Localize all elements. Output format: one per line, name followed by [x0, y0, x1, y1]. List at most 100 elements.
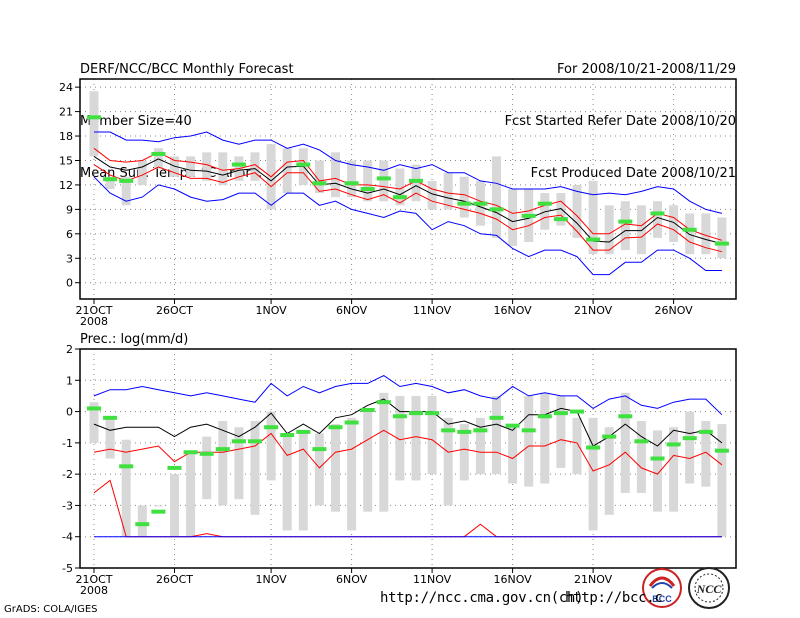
precip-observed-mark — [231, 439, 246, 444]
precip-box — [105, 417, 115, 459]
temp-ytick-label: 18 — [59, 130, 73, 143]
precip-observed-mark — [328, 425, 343, 430]
temp-box — [685, 213, 695, 255]
bcc-logo: BCC — [640, 566, 684, 610]
temp-xtick-label: 16NOV — [493, 304, 532, 317]
temp-observed-mark — [521, 213, 536, 218]
precip-frame — [79, 348, 737, 569]
temp-box — [202, 152, 212, 181]
precip-observed-mark — [505, 423, 520, 428]
precip-box — [137, 505, 147, 537]
temp-box — [331, 152, 340, 198]
bcc-logo-text: BCC — [652, 594, 672, 604]
temp-ytick-label: 21 — [59, 106, 73, 119]
bcc-url-link[interactable]: http://bcc.c — [565, 590, 663, 606]
temp-box — [347, 160, 357, 198]
precip-observed-mark — [135, 522, 150, 527]
temp-observed-mark — [392, 195, 407, 200]
precip-series-upper — [93, 429, 723, 475]
temp-observed-mark — [714, 241, 729, 246]
precip-box — [363, 411, 373, 512]
precip-observed-mark — [682, 436, 697, 441]
precip-box — [588, 417, 598, 531]
precip-box — [89, 402, 99, 443]
precip-observed-mark — [392, 414, 407, 419]
temp-ytick-label: 0 — [66, 277, 73, 290]
precip-observed-mark — [409, 411, 423, 416]
temp-series-mean — [93, 155, 723, 245]
precip-observed-mark — [698, 429, 713, 434]
precip-xtick-label: 6NOV — [336, 573, 368, 586]
temp-box — [121, 176, 131, 206]
precip-box — [331, 424, 340, 512]
precip-chart-title: Prec.: log(mm/d) — [80, 332, 189, 347]
temp-box — [636, 205, 646, 255]
precip-observed-mark — [344, 420, 359, 425]
precip-box — [218, 420, 228, 506]
precip-box — [492, 395, 501, 475]
precip-observed-mark — [248, 439, 262, 444]
produced-date: Fcst Produced Date 2008/10/21 — [530, 166, 736, 181]
precip-observed-mark — [650, 456, 665, 461]
precip-box — [620, 392, 630, 493]
temp-observed-mark — [119, 178, 134, 183]
precip-box — [524, 395, 534, 487]
precip-observed-mark — [103, 415, 118, 420]
temp-box — [669, 205, 679, 242]
temp-box — [620, 201, 630, 251]
started-date: Fcst Started Refer Date 2008/10/20 — [504, 114, 736, 129]
precip-box — [701, 420, 711, 487]
temp-box — [653, 201, 662, 238]
precip-observed-mark — [167, 465, 182, 470]
precip-box — [202, 436, 212, 500]
precip-ytick-label: -2 — [62, 468, 73, 481]
precip-xtick-label: 21OCT — [75, 573, 112, 586]
precip-observed-mark — [457, 429, 472, 434]
temp-observed-mark — [231, 162, 246, 167]
temp-series-min — [93, 176, 722, 276]
temp-box — [186, 156, 196, 177]
temp-xtick-label: 21OCT — [75, 304, 112, 317]
temp-observed-mark — [586, 237, 601, 242]
temp-ytick-label: 6 — [66, 228, 73, 241]
ncc-logo: NCC — [686, 566, 732, 610]
temp-xtick-label: 1NOV — [255, 304, 287, 317]
precip-box — [121, 439, 131, 537]
precip-box — [685, 411, 695, 484]
temp-observed-mark — [618, 219, 633, 224]
temp-box — [701, 213, 711, 255]
temp-series-lower — [93, 164, 723, 253]
precip-observed-mark — [473, 428, 488, 433]
precip-box — [604, 427, 614, 515]
precip-observed-mark — [666, 442, 681, 447]
ncc-url-link[interactable]: http://ncc.cma.gov.cn(ch) — [380, 590, 584, 606]
precip-observed-mark — [215, 447, 230, 452]
temp-ytick-label: 15 — [59, 154, 73, 167]
temp-observed-mark — [296, 162, 311, 167]
temp-xtick-label: 26OCT — [156, 304, 193, 317]
temp-observed-mark — [650, 211, 665, 216]
precip-box — [234, 427, 244, 500]
ncc-logo-text: NCC — [696, 582, 723, 596]
precip-box — [653, 430, 662, 512]
precip-series-max — [93, 375, 723, 416]
temp-ytick-label: 24 — [59, 81, 73, 94]
temp-ytick-label: 9 — [66, 203, 73, 216]
precip-observed-mark — [376, 400, 391, 405]
temp-box — [459, 176, 469, 218]
temp-box — [363, 160, 373, 202]
precip-observed-mark — [296, 429, 311, 434]
temp-ytick-label: 12 — [59, 179, 73, 192]
precip-xtick-label: 1NOV — [255, 573, 287, 586]
precip-observed-mark — [360, 408, 375, 413]
temp-observed-mark — [553, 217, 568, 222]
precip-observed-mark — [441, 428, 456, 433]
temp-box — [395, 168, 405, 206]
temp-box — [282, 148, 292, 194]
temp-frame — [79, 78, 737, 300]
precip-ytick-label: -3 — [62, 499, 73, 512]
precip-box — [395, 395, 405, 481]
precip-box — [153, 505, 163, 507]
temp-observed-mark — [87, 115, 101, 120]
precip-box — [636, 420, 646, 493]
